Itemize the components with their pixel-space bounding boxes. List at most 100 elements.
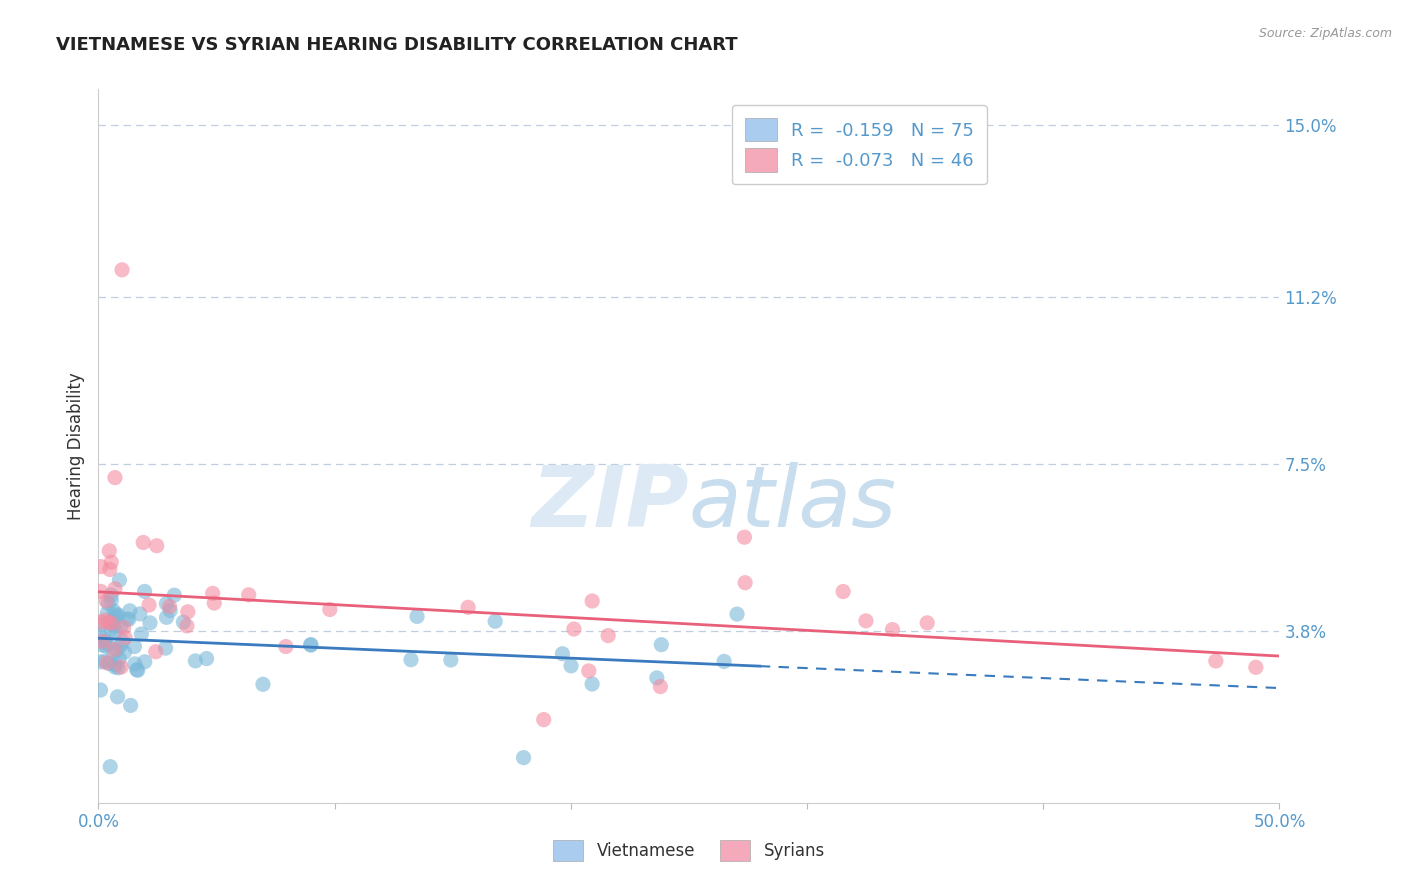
Point xyxy=(172,615,194,629)
Point xyxy=(184,654,207,668)
Point xyxy=(299,638,322,652)
Point xyxy=(104,582,127,596)
Point xyxy=(855,614,877,628)
Point xyxy=(107,607,129,622)
Point xyxy=(598,629,620,643)
Point xyxy=(645,671,668,685)
Point xyxy=(733,530,755,544)
Point xyxy=(145,539,167,553)
Point xyxy=(98,562,121,576)
Point xyxy=(484,614,506,628)
Point xyxy=(124,657,146,671)
Point xyxy=(100,615,122,629)
Point xyxy=(103,642,125,657)
Point xyxy=(105,609,128,624)
Point xyxy=(578,664,600,678)
Point xyxy=(94,654,117,668)
Point xyxy=(110,660,132,674)
Point xyxy=(124,640,146,654)
Point xyxy=(103,646,125,660)
Y-axis label: Hearing Disability: Hearing Disability xyxy=(66,372,84,520)
Point xyxy=(90,683,112,698)
Point xyxy=(115,612,138,626)
Point xyxy=(713,655,735,669)
Point xyxy=(406,609,429,624)
Point xyxy=(94,613,117,627)
Point xyxy=(734,575,756,590)
Point xyxy=(118,612,141,626)
Point xyxy=(129,607,152,621)
Point xyxy=(551,647,574,661)
Text: atlas: atlas xyxy=(689,461,897,545)
Point xyxy=(98,544,121,558)
Point xyxy=(581,594,603,608)
Point xyxy=(131,627,153,641)
Point xyxy=(139,615,162,630)
Point xyxy=(560,658,582,673)
Point xyxy=(274,640,297,654)
Point xyxy=(457,600,479,615)
Point xyxy=(101,615,124,629)
Point xyxy=(127,663,149,677)
Point xyxy=(98,657,121,671)
Point xyxy=(104,660,127,674)
Point xyxy=(134,584,156,599)
Point xyxy=(93,632,115,646)
Point xyxy=(98,759,121,773)
Point xyxy=(90,615,112,629)
Point xyxy=(97,596,120,610)
Point xyxy=(112,621,135,635)
Point xyxy=(90,655,112,669)
Point xyxy=(105,643,128,657)
Point xyxy=(145,645,167,659)
Point xyxy=(97,637,120,651)
Point xyxy=(104,657,127,672)
Point xyxy=(103,604,125,618)
Point xyxy=(100,593,122,607)
Point xyxy=(252,677,274,691)
Point xyxy=(100,617,122,632)
Point xyxy=(104,607,127,622)
Point xyxy=(440,653,463,667)
Point xyxy=(163,588,186,602)
Point xyxy=(832,584,855,599)
Point xyxy=(533,713,555,727)
Point xyxy=(177,605,200,619)
Point xyxy=(107,661,129,675)
Point xyxy=(581,677,603,691)
Point xyxy=(111,634,134,648)
Point xyxy=(138,598,160,612)
Point xyxy=(132,535,155,549)
Text: ZIP: ZIP xyxy=(531,461,689,545)
Point xyxy=(159,599,181,614)
Point xyxy=(915,615,938,630)
Point xyxy=(111,263,134,277)
Point xyxy=(104,624,127,638)
Point xyxy=(114,645,136,659)
Point xyxy=(202,596,225,610)
Point xyxy=(155,597,177,611)
Point xyxy=(512,750,534,764)
Point xyxy=(1205,654,1227,668)
Point xyxy=(114,631,136,645)
Point xyxy=(155,610,177,624)
Point xyxy=(882,623,904,637)
Point xyxy=(1244,660,1267,674)
Point xyxy=(89,617,111,632)
Text: VIETNAMESE VS SYRIAN HEARING DISABILITY CORRELATION CHART: VIETNAMESE VS SYRIAN HEARING DISABILITY … xyxy=(56,36,738,54)
Point xyxy=(108,651,131,665)
Point xyxy=(104,470,127,484)
Point xyxy=(110,619,132,633)
Point xyxy=(100,623,122,637)
Point xyxy=(195,651,218,665)
Point xyxy=(319,602,342,616)
Point xyxy=(399,653,422,667)
Point xyxy=(91,634,114,648)
Point xyxy=(125,663,148,677)
Text: Source: ZipAtlas.com: Source: ZipAtlas.com xyxy=(1258,27,1392,40)
Point xyxy=(650,638,672,652)
Point xyxy=(100,616,122,631)
Point xyxy=(100,555,122,569)
Point xyxy=(90,584,112,599)
Point xyxy=(103,619,125,633)
